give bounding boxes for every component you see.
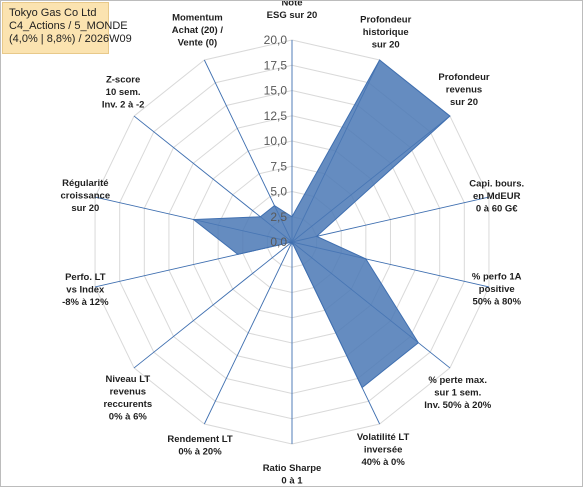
- axis-label-0-line-0: Note: [281, 1, 302, 9]
- axis-label-11-line-1: croissance: [60, 190, 110, 201]
- tick-label-6: 15,0: [264, 84, 288, 98]
- axis-label-11-line-0: Régularité: [62, 178, 108, 189]
- axis-label-3-line-0: Capi. bours.: [469, 178, 524, 189]
- radar-ticks: 0,0 2,5 5,0 7,5 10,0 12,5 15,0 17,5 20,0: [264, 33, 288, 249]
- axis-label-9: Niveau LT revenus reccurents 0% à 6%: [104, 374, 153, 423]
- axis-label-3-line-1: en MdEUR: [473, 191, 521, 202]
- tick-label-8: 20,0: [264, 33, 288, 47]
- axis-label-1-line-1: historique: [363, 27, 409, 38]
- spoke-9: [133, 241, 293, 369]
- axis-label-13-line-1: Achat (20) /: [172, 25, 224, 36]
- axis-label-0-line-1: ESG sur 20: [267, 10, 318, 21]
- axis-label-10-line-1: vs Index: [66, 285, 105, 296]
- axis-label-7-line-0: Ratio Sharpe: [263, 463, 322, 474]
- axis-label-13-line-2: Vente (0): [178, 38, 218, 49]
- radar-series: [192, 59, 451, 389]
- tick-label-0: 0,0: [270, 235, 287, 249]
- axis-label-3: Capi. bours. en MdEUR 0 à 60 G€: [469, 178, 524, 214]
- axis-label-7: Ratio Sharpe 0 à 1: [263, 463, 322, 486]
- axis-label-6-line-0: Volatilité LT: [357, 432, 410, 443]
- axis-label-9-line-3: 0% à 6%: [109, 411, 148, 422]
- axis-label-13-line-0: Momentum: [172, 13, 223, 24]
- axis-label-5-line-0: % perte max.: [428, 375, 487, 386]
- axis-label-2-line-0: Profondeur: [438, 72, 489, 83]
- chart-title-line-3: (4,0% | 8,8%) / 2026W09: [9, 33, 132, 45]
- axis-label-4-line-2: 50% à 80%: [472, 297, 521, 308]
- radar-axis-labels: Note ESG sur 20 Profondeur historique sur 20…: [60, 1, 524, 486]
- axis-label-3-line-2: 0 à 60 G€: [476, 203, 518, 214]
- axis-label-5-line-2: Inv. 50% à 20%: [424, 400, 491, 411]
- axis-label-11-line-2: sur 20: [71, 203, 99, 214]
- axis-label-9-line-0: Niveau LT: [105, 374, 150, 385]
- axis-label-8: Rendement LT 0% à 20%: [167, 434, 232, 458]
- chart-title-line-1: Tokyo Gas Co Ltd: [9, 7, 97, 19]
- axis-label-10-line-0: Perfo. LT: [65, 272, 106, 283]
- tick-label-7: 17,5: [264, 58, 288, 72]
- tick-label-1: 2,5: [270, 210, 287, 224]
- spoke-8: [203, 241, 293, 425]
- axis-label-12-line-1: 10 sem.: [106, 87, 141, 98]
- tick-label-3: 7,5: [270, 159, 287, 173]
- axis-label-11: Régularité croissance sur 20: [60, 178, 110, 214]
- axis-label-12-line-2: Inv. 2 à -2: [102, 99, 145, 110]
- axis-label-12-line-0: Z-score: [106, 74, 140, 85]
- tick-label-5: 12,5: [264, 109, 288, 123]
- axis-label-13: Momentum Achat (20) / Vente (0): [172, 13, 224, 49]
- axis-label-8-line-0: Rendement LT: [167, 434, 232, 445]
- spoke-3: [291, 196, 490, 243]
- axis-label-9-line-2: reccurents: [104, 399, 153, 410]
- axis-label-2: Profondeur revenus sur 20: [438, 72, 489, 108]
- axis-label-0: Note ESG sur 20: [267, 1, 318, 21]
- axis-label-12: Z-score 10 sem. Inv. 2 à -2: [102, 74, 145, 110]
- axis-label-9-line-1: revenus: [110, 386, 146, 397]
- axis-label-10: Perfo. LT vs Index -8% à 12%: [62, 272, 109, 308]
- axis-label-6: Volatilité LT inversée 40% à 0%: [357, 432, 410, 468]
- axis-label-7-line-1: 0 à 1: [281, 476, 303, 487]
- axis-label-4-line-0: % perfo 1A: [472, 272, 522, 283]
- axis-label-6-line-2: 40% à 0%: [361, 457, 405, 468]
- chart-title-box: Tokyo Gas Co Ltd C4_Actions / 5_MONDE (4…: [2, 2, 132, 54]
- axis-label-5: % perte max. sur 1 sem. Inv. 50% à 20%: [424, 375, 491, 411]
- series-area: [192, 59, 451, 389]
- axis-label-1: Profondeur historique sur 20: [360, 14, 411, 50]
- axis-label-10-line-2: -8% à 12%: [62, 297, 109, 308]
- chart-title-line-2: C4_Actions / 5_MONDE: [9, 20, 128, 32]
- axis-label-2-line-2: sur 20: [450, 97, 478, 108]
- axis-label-1-line-0: Profondeur: [360, 14, 411, 25]
- axis-label-4-line-1: positive: [479, 284, 515, 295]
- axis-label-6-line-1: inversée: [364, 445, 403, 456]
- axis-label-8-line-1: 0% à 20%: [178, 447, 222, 458]
- axis-label-2-line-1: revenus: [446, 84, 482, 95]
- tick-label-2: 5,0: [270, 185, 287, 199]
- axis-label-4: % perfo 1A positive 50% à 80%: [472, 272, 522, 308]
- tick-label-4: 10,0: [264, 134, 288, 148]
- axis-label-1-line-2: sur 20: [372, 39, 400, 50]
- axis-label-5-line-1: sur 1 sem.: [434, 388, 481, 399]
